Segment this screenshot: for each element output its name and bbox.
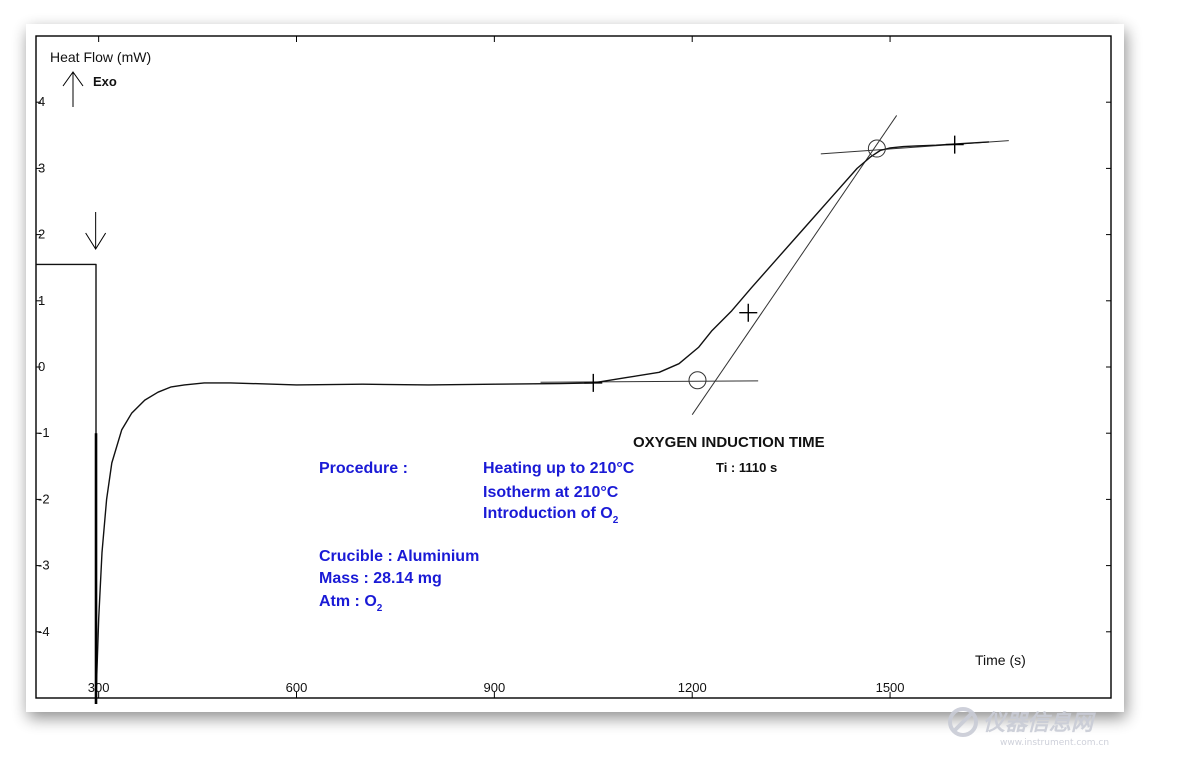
- watermark-logo-icon: [948, 707, 978, 737]
- tangent-line: [691, 115, 898, 415]
- markers: [584, 135, 964, 392]
- result-label: Ti : 1110 s: [716, 460, 777, 475]
- watermark-name: 仪器信息网: [983, 710, 1096, 736]
- watermark: 仪器信息网 www.instrument.com.cn: [948, 707, 1109, 748]
- procedure-step: Isotherm at 210°C: [483, 484, 619, 501]
- x-axis-label: Time (s): [975, 652, 1026, 668]
- axis-ticks: 4 3 2 1 0 -1 -2 -3 -4 300 600 900 1200 1500: [36, 36, 1111, 698]
- circle-marker: [688, 371, 707, 390]
- y-tick-label: 3: [38, 160, 45, 175]
- procedure-step: Heating up to 210°C: [483, 460, 635, 477]
- paper: [26, 24, 1124, 712]
- y-tick-label: -2: [38, 491, 50, 506]
- crucible-label: Crucible : Aluminium: [319, 548, 479, 565]
- y-tick-label: 2: [38, 227, 45, 242]
- x-tick-label: 1200: [678, 680, 707, 695]
- x-tick-label: 300: [88, 680, 110, 695]
- mass-label: Mass : 28.14 mg: [319, 570, 442, 587]
- watermark-url: www.instrument.com.cn: [1000, 738, 1109, 748]
- x-tick-label: 900: [484, 680, 506, 695]
- chart-title: OXYGEN INDUCTION TIME: [633, 434, 825, 451]
- x-tick-label: 1500: [876, 680, 905, 695]
- cross-marker: [584, 373, 603, 392]
- y-tick-label: 0: [38, 359, 45, 374]
- event-arrow-head: [85, 232, 107, 250]
- cross-marker: [739, 303, 758, 322]
- y-tick-label: -1: [38, 425, 50, 440]
- circle-marker: [867, 139, 886, 158]
- heat-flow-curve: [36, 141, 990, 704]
- atm-label: Atm : O2: [319, 593, 383, 614]
- y-axis-label: Heat Flow (mW): [50, 49, 151, 65]
- exo-label: Exo: [93, 74, 117, 89]
- cross-marker: [945, 135, 964, 154]
- y-tick-label: 1: [38, 293, 45, 308]
- y-tick-label: -3: [38, 558, 50, 573]
- exo-arrow-icon: [62, 71, 84, 107]
- procedure-step: Introduction of O2: [483, 505, 619, 526]
- event-arrow-icon: [85, 212, 107, 250]
- y-tick-label: -4: [38, 624, 50, 639]
- x-tick-label: 600: [286, 680, 308, 695]
- y-tick-label: 4: [38, 94, 45, 109]
- series-line: [36, 141, 990, 699]
- procedure-label: Procedure :: [319, 460, 408, 477]
- tangent-line: [540, 380, 759, 383]
